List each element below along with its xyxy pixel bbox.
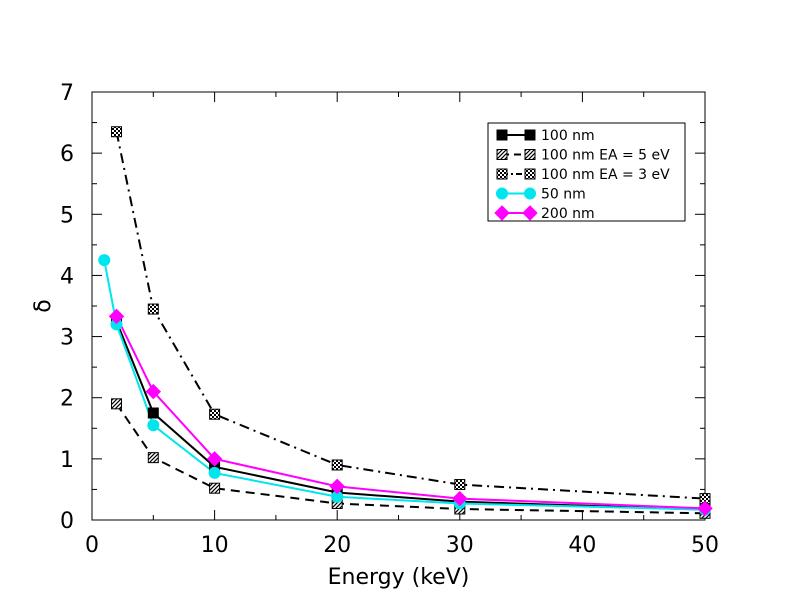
data-point-series-4: [145, 383, 162, 400]
data-point-series-2: [209, 408, 221, 420]
data-point-series-0: [147, 407, 159, 419]
legend-box: [487, 122, 686, 222]
data-point-series-3: [147, 419, 160, 432]
x-tick-label: 50: [691, 533, 719, 558]
series-line-0: [115, 320, 706, 511]
data-point-series-4: [206, 451, 223, 467]
legend-label: 100 nm EA = 5 eV: [541, 148, 670, 164]
data-point-series-4: [108, 308, 125, 325]
data-point-series-4: [697, 500, 713, 517]
legend-marker: [524, 129, 536, 141]
legend-marker: [524, 187, 536, 200]
x-tick-label: 40: [568, 533, 596, 558]
series-line-2: [115, 131, 706, 500]
legend-label: 200 nm: [541, 206, 595, 222]
data-point-series-2: [111, 126, 123, 138]
legend-marker: [524, 149, 536, 160]
x-tick-label: 30: [446, 533, 474, 558]
legend-marker: [494, 205, 510, 221]
legend-label: 50 nm: [541, 187, 586, 203]
data-point-series-1: [111, 398, 123, 410]
legend-label: 100 nm EA = 3 eV: [541, 167, 670, 183]
x-tick-label: 0: [85, 533, 99, 558]
data-point-series-1: [209, 482, 221, 494]
y-tick-label: 2: [60, 387, 74, 412]
y-tick-label: 6: [60, 142, 74, 167]
legend-marker: [496, 129, 508, 141]
data-point-series-2: [454, 479, 466, 491]
series-line-3: [103, 259, 706, 511]
legend-marker: [496, 149, 508, 160]
legend-marker: [522, 205, 538, 221]
y-tick-label: 1: [60, 448, 74, 473]
series-line-1: [115, 403, 706, 515]
data-point-series-4: [329, 478, 345, 495]
y-tick-label: 7: [60, 81, 74, 106]
data-point-series-2: [331, 459, 343, 471]
y-tick-label: 0: [60, 509, 74, 534]
x-tick-label: 10: [201, 533, 229, 558]
legend-marker: [496, 187, 508, 200]
series-line-4: [115, 315, 706, 510]
y-tick-label: 5: [60, 203, 74, 228]
legend-label: 100 nm: [541, 128, 595, 144]
x-axis-title: Energy (keV): [328, 565, 470, 590]
y-axis-title: δ: [31, 299, 56, 312]
x-tick-label: 20: [323, 533, 351, 558]
legend-marker: [496, 168, 508, 180]
data-point-series-3: [98, 254, 111, 267]
data-point-series-1: [147, 452, 159, 464]
y-tick-label: 3: [60, 326, 74, 351]
data-point-series-2: [147, 303, 159, 315]
legend-marker: [524, 168, 536, 180]
data-point-series-4: [452, 490, 468, 507]
data-point-series-3: [208, 466, 221, 479]
y-tick-label: 4: [60, 264, 74, 289]
